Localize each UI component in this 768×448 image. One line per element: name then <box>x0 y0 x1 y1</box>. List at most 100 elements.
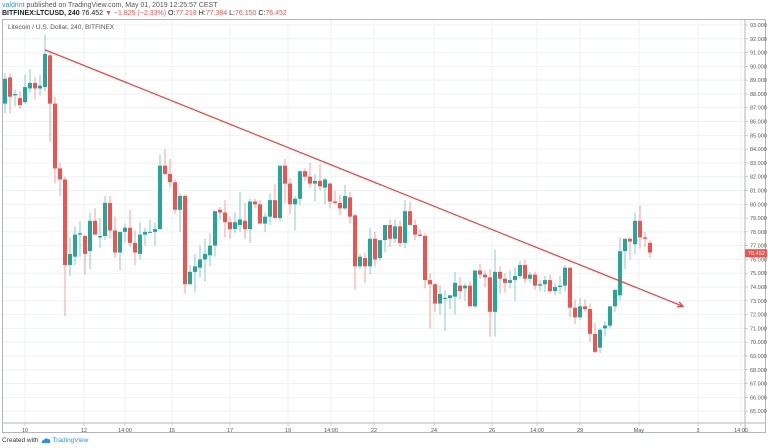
candle <box>493 249 497 337</box>
candle <box>188 264 192 285</box>
candle <box>548 274 552 293</box>
candle <box>413 219 417 241</box>
candle <box>603 321 607 337</box>
candle <box>393 219 397 243</box>
candle <box>398 220 402 248</box>
time-tick-label: 26 <box>489 428 495 434</box>
candle <box>583 299 587 312</box>
candle <box>158 154 162 230</box>
candle <box>293 195 297 231</box>
trendline[interactable] <box>44 49 685 308</box>
change-arrow-icon: ▼ <box>104 10 112 17</box>
candle <box>343 184 347 210</box>
candle <box>118 231 122 271</box>
author-link[interactable]: valdrint <box>2 2 25 9</box>
candle <box>193 253 197 293</box>
time-tick-label: May <box>634 428 645 434</box>
candle <box>648 240 652 259</box>
candle <box>503 273 507 293</box>
candle <box>468 281 472 307</box>
time-tick-label: 15 <box>169 428 175 434</box>
candle <box>273 183 277 219</box>
time-axis[interactable]: 10 12 14:00 15 17 19 14:00 22 24 26 14:00 29 May 3 14:… <box>3 422 766 434</box>
publish-info: valdrint published on TradingView.com, M… <box>2 1 217 10</box>
candle <box>108 195 112 239</box>
candle <box>593 322 597 354</box>
candle <box>58 162 62 196</box>
open-label: O: <box>167 10 176 17</box>
candle <box>618 237 622 301</box>
price-change: −1.825 (−2.33%) <box>113 10 167 17</box>
candle <box>43 34 47 92</box>
candle <box>643 231 647 248</box>
tradingview-logo-icon <box>41 438 50 443</box>
candle <box>623 238 627 270</box>
candle <box>333 190 337 205</box>
candle <box>288 178 292 214</box>
candle <box>508 270 512 289</box>
price-tick-label: 71.000 <box>750 326 767 332</box>
candle <box>113 216 117 259</box>
price-tick-label: 81.000 <box>750 188 767 194</box>
candle <box>308 162 312 188</box>
high-label: H: <box>198 10 206 17</box>
price-tick-label: 68.000 <box>750 368 767 374</box>
price-tick-label: 90.000 <box>750 64 767 70</box>
candle <box>213 211 217 257</box>
candle <box>318 164 322 191</box>
candle <box>473 270 477 308</box>
candle <box>33 77 37 100</box>
candle <box>93 208 97 235</box>
candle <box>433 282 437 312</box>
candle <box>323 178 327 205</box>
candle <box>168 158 172 188</box>
time-tick-label: 10 <box>22 428 28 434</box>
candles <box>3 34 652 354</box>
price-axis[interactable]: 93.000 92.000 91.000 90.000 89.000 88.000 87.0… <box>744 20 767 433</box>
time-tick-label: 3 <box>696 428 699 434</box>
candle <box>238 191 242 232</box>
candle <box>428 273 432 329</box>
candle <box>378 240 382 261</box>
candle <box>518 260 522 279</box>
last-price-tag-label: 76.452 <box>748 251 765 257</box>
candle <box>463 282 467 301</box>
candle <box>18 91 22 110</box>
candle <box>13 89 17 107</box>
candle <box>513 267 517 301</box>
candle <box>83 234 87 275</box>
candle <box>388 219 392 248</box>
price-tick-label: 83.000 <box>750 161 767 167</box>
candle <box>128 209 132 248</box>
candle <box>628 237 632 260</box>
time-tick-label: 14:00 <box>118 428 132 434</box>
price-tick-label: 76.000 <box>750 257 767 263</box>
price-tick-label: 82.000 <box>750 175 767 181</box>
candle <box>373 231 377 267</box>
candle <box>458 277 462 300</box>
price-tick-label: 88.000 <box>750 92 767 98</box>
price-tick-label: 86.000 <box>750 120 767 126</box>
candle <box>28 69 32 93</box>
candle <box>633 212 637 254</box>
candle <box>138 222 142 260</box>
candle <box>253 198 257 209</box>
time-tick-label: 17 <box>227 428 233 434</box>
candle <box>438 285 442 315</box>
candle <box>258 200 262 224</box>
candle <box>123 223 127 243</box>
candle <box>263 212 267 232</box>
candle <box>563 264 567 292</box>
candle <box>498 266 502 294</box>
candle <box>613 289 617 312</box>
last-price: 76.452 <box>81 10 104 17</box>
price-tick-label: 89.000 <box>750 78 767 84</box>
candle <box>608 306 612 329</box>
price-tick-label: 73.000 <box>750 299 767 305</box>
candle <box>173 179 177 214</box>
tradingview-brand-link[interactable]: TradingView <box>52 437 89 444</box>
price-tick-label: 93.000 <box>750 23 767 29</box>
candle <box>423 233 427 289</box>
time-tick-label: 24 <box>431 428 437 434</box>
